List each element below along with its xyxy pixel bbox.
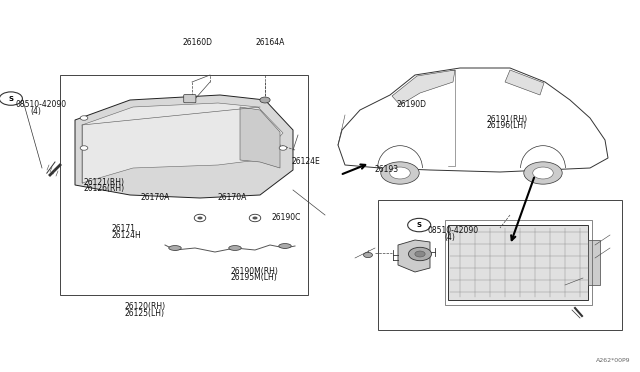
Bar — [60, 75, 308, 295]
Text: 26124E: 26124E — [291, 157, 320, 166]
Text: 08510-42090: 08510-42090 — [428, 226, 479, 235]
Circle shape — [0, 92, 22, 105]
Circle shape — [197, 217, 202, 219]
Text: 26196(LH): 26196(LH) — [486, 121, 527, 130]
Text: (4): (4) — [31, 107, 42, 116]
Circle shape — [260, 97, 270, 103]
Ellipse shape — [279, 244, 291, 248]
Polygon shape — [338, 68, 608, 172]
Text: 26195M(LH): 26195M(LH) — [230, 273, 277, 282]
Text: 26171: 26171 — [112, 224, 136, 233]
Circle shape — [408, 247, 431, 261]
Text: 26126(RH): 26126(RH) — [83, 184, 124, 193]
Ellipse shape — [249, 214, 260, 222]
Circle shape — [381, 162, 419, 184]
Text: S: S — [417, 222, 422, 228]
Text: 26190M(RH): 26190M(RH) — [230, 267, 278, 276]
Polygon shape — [505, 70, 544, 95]
Text: 26191(RH): 26191(RH) — [486, 115, 527, 124]
Circle shape — [252, 217, 257, 219]
Circle shape — [390, 167, 410, 179]
Text: S: S — [8, 96, 13, 102]
Circle shape — [80, 146, 88, 150]
Bar — [445, 220, 592, 305]
Circle shape — [364, 252, 372, 257]
Polygon shape — [398, 240, 430, 272]
Bar — [378, 200, 622, 330]
Polygon shape — [82, 103, 283, 183]
Text: 26121(RH): 26121(RH) — [83, 178, 124, 187]
Circle shape — [80, 116, 88, 120]
Text: 26170A: 26170A — [141, 193, 170, 202]
FancyBboxPatch shape — [184, 94, 196, 103]
Text: 26190C: 26190C — [272, 213, 301, 222]
Text: 26160D: 26160D — [182, 38, 212, 47]
Circle shape — [415, 251, 425, 257]
Circle shape — [279, 146, 287, 150]
Bar — [588, 240, 600, 285]
Circle shape — [408, 218, 431, 232]
Text: 26125(LH): 26125(LH) — [125, 309, 165, 318]
Text: 26170A: 26170A — [218, 193, 247, 202]
Text: 26124H: 26124H — [112, 231, 141, 240]
Text: 26120(RH): 26120(RH) — [125, 302, 166, 311]
Ellipse shape — [169, 246, 181, 250]
Polygon shape — [392, 70, 455, 105]
Text: 26190D: 26190D — [397, 100, 427, 109]
Ellipse shape — [195, 214, 206, 222]
Text: 26193: 26193 — [374, 165, 399, 174]
Text: (4): (4) — [445, 233, 456, 242]
Text: A262*00P9: A262*00P9 — [596, 358, 630, 363]
Text: 26164A: 26164A — [256, 38, 285, 47]
Polygon shape — [75, 95, 293, 198]
Bar — [448, 225, 588, 300]
Circle shape — [524, 162, 562, 184]
Ellipse shape — [228, 246, 241, 250]
Polygon shape — [240, 107, 280, 168]
Circle shape — [532, 167, 553, 179]
Text: 08510-42090: 08510-42090 — [16, 100, 67, 109]
